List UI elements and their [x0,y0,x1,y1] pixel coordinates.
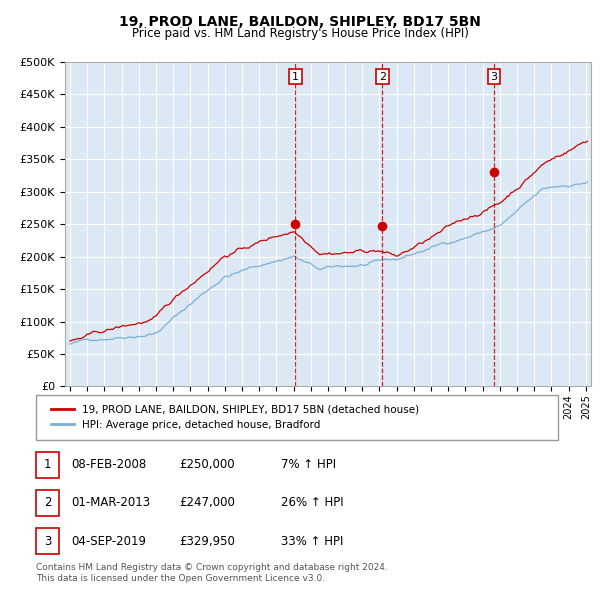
Legend: 19, PROD LANE, BAILDON, SHIPLEY, BD17 5BN (detached house), HPI: Average price, : 19, PROD LANE, BAILDON, SHIPLEY, BD17 5B… [46,401,423,434]
Text: 2: 2 [379,71,386,81]
Text: 33% ↑ HPI: 33% ↑ HPI [281,535,343,548]
Text: £247,000: £247,000 [179,496,235,510]
Text: 26% ↑ HPI: 26% ↑ HPI [281,496,343,510]
Text: 3: 3 [491,71,497,81]
Text: £329,950: £329,950 [179,535,235,548]
Text: 04-SEP-2019: 04-SEP-2019 [71,535,146,548]
Text: 08-FEB-2008: 08-FEB-2008 [71,458,146,471]
Text: 2: 2 [44,496,51,510]
Text: 7% ↑ HPI: 7% ↑ HPI [281,458,336,471]
Text: 01-MAR-2013: 01-MAR-2013 [71,496,150,510]
Text: 1: 1 [292,71,299,81]
Text: 1: 1 [44,458,51,471]
Text: Contains HM Land Registry data © Crown copyright and database right 2024.
This d: Contains HM Land Registry data © Crown c… [36,563,388,583]
Text: 3: 3 [44,535,51,548]
Text: £250,000: £250,000 [179,458,235,471]
Text: Price paid vs. HM Land Registry's House Price Index (HPI): Price paid vs. HM Land Registry's House … [131,27,469,40]
Text: 19, PROD LANE, BAILDON, SHIPLEY, BD17 5BN: 19, PROD LANE, BAILDON, SHIPLEY, BD17 5B… [119,15,481,29]
